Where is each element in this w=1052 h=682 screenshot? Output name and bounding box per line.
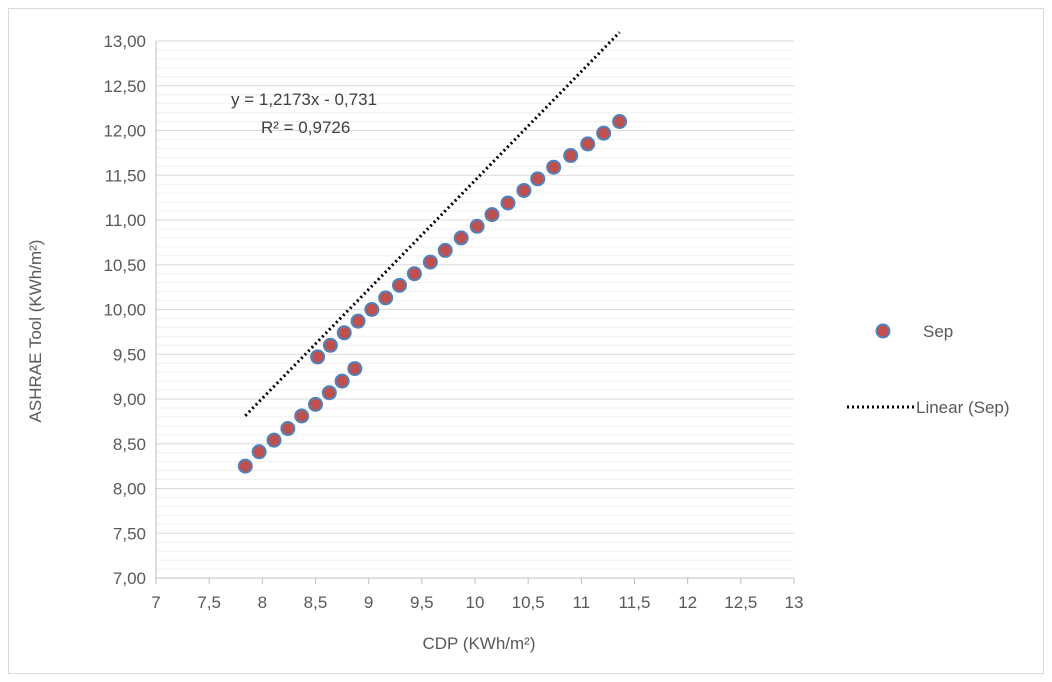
axes [155, 41, 795, 584]
data-point [322, 337, 338, 353]
legend-label-linear: Linear (Sep) [916, 398, 1010, 417]
y-tick-label: 11,50 [105, 166, 146, 185]
x-tick-label: 12 [678, 593, 697, 612]
y-tick-label: 13,00 [103, 32, 146, 51]
x-tick-label: 10 [466, 593, 485, 612]
y-axis-title: ASHRAE Tool (KWh/m²) [26, 240, 45, 423]
data-point [500, 195, 516, 211]
legend-label-sep: Sep [923, 322, 953, 341]
data-point [321, 385, 337, 401]
y-tick-label: 12,50 [103, 77, 146, 96]
trendline-layer [244, 31, 621, 417]
x-tick-label: 11,5 [619, 593, 651, 612]
data-point [237, 458, 253, 474]
x-tick-labels: 7 7,5 8 8,5 9 9,5 10 10,5 11 11,5 12 12,5 13 [151, 593, 803, 612]
x-tick-label: 8 [258, 593, 267, 612]
x-axis-title: CDP (KWh/m²) [422, 634, 535, 653]
major-gridlines [156, 40, 794, 579]
trendline-equation: y = 1,2173x - 0,731 [231, 90, 377, 109]
data-point [364, 302, 380, 317]
x-tick-label: 7,5 [197, 593, 221, 612]
x-tick-label: 9 [364, 593, 373, 612]
data-point [378, 290, 394, 306]
data-point [612, 114, 628, 130]
data-point [294, 408, 310, 424]
y-tick-label: 8,00 [113, 480, 146, 499]
data-points [237, 114, 628, 474]
y-tick-label: 10,00 [103, 301, 146, 320]
data-point [563, 148, 579, 164]
x-tick-label: 7 [151, 593, 160, 612]
data-point [347, 361, 363, 377]
data-point [280, 421, 296, 437]
y-tick-label: 7,50 [113, 524, 146, 543]
linear-trendline [244, 31, 621, 417]
x-tick-label: 10,5 [512, 593, 545, 612]
y-tick-label: 8,50 [113, 435, 146, 454]
data-point [580, 136, 596, 152]
data-point [350, 313, 366, 329]
legend: Sep Linear (Sep) [847, 322, 1010, 417]
data-point [392, 277, 408, 293]
x-tick-label: 11 [573, 593, 591, 612]
trendline-r-squared: R² = 0,9726 [261, 118, 350, 137]
data-point [422, 254, 438, 270]
data-point [308, 396, 323, 412]
data-point [453, 230, 469, 246]
data-point [484, 207, 500, 223]
y-tick-label: 12,00 [103, 122, 146, 141]
data-point [251, 444, 267, 460]
data-point [546, 159, 562, 175]
data-point [336, 325, 352, 341]
x-tick-label: 9,5 [410, 593, 434, 612]
data-point [334, 373, 350, 389]
data-point [516, 182, 532, 198]
data-point [406, 266, 422, 282]
legend-marker-sep [875, 323, 891, 339]
x-tick-label: 13 [785, 593, 804, 612]
x-tick-label: 12,5 [724, 593, 757, 612]
data-point [530, 171, 546, 187]
data-point [310, 349, 326, 365]
data-point [266, 432, 282, 448]
scatter-chart: 7 7,5 8 8,5 9 9,5 10 10,5 11 11,5 12 12,5 13 7,00 7,5… [26, 31, 1010, 653]
y-tick-label: 11,00 [105, 211, 146, 230]
y-tick-label: 9,50 [113, 345, 146, 364]
y-tick-labels: 7,00 7,50 8,00 8,50 9,00 9,50 10,00 10,50 11,00 1… [103, 32, 146, 588]
data-point [437, 242, 453, 258]
y-tick-label: 10,50 [103, 256, 146, 275]
y-tick-label: 7,00 [113, 569, 146, 588]
chart-area: 7 7,5 8 8,5 9 9,5 10 10,5 11 11,5 12 12,5 13 7,00 7,5… [8, 8, 1044, 674]
data-point [596, 125, 612, 141]
data-point [469, 218, 485, 234]
x-tick-label: 8,5 [304, 593, 328, 612]
y-tick-label: 9,00 [113, 390, 146, 409]
